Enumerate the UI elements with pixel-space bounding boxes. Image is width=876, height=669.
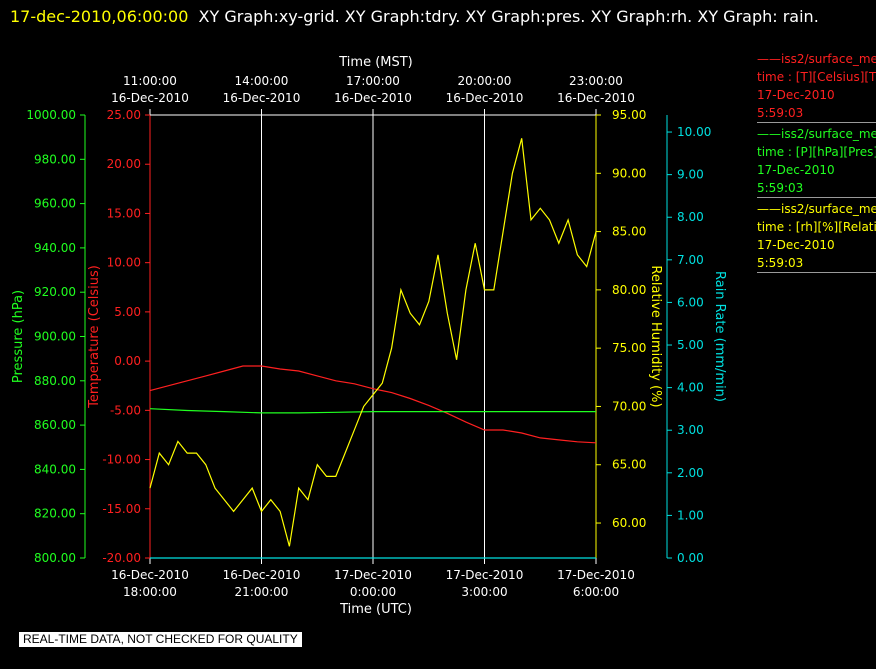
temperature-tick-label: 5.00 — [114, 305, 141, 319]
axes-layer: 16-Dec-2010 18:00:00 11:00:00 16-Dec-2010 16… — [11, 74, 727, 599]
temperature-tick-label: 0.00 — [114, 354, 141, 368]
temperature-axis-label: Temperature (Celsius) — [87, 265, 102, 409]
legend-line1: ——iss2/surface_met — [757, 127, 876, 141]
rain-tick-label: 6.00 — [677, 295, 704, 309]
series-layer — [149, 138, 597, 559]
rain-tick-label: 4.00 — [677, 381, 704, 395]
temperature-tick-label: -5.00 — [110, 403, 141, 417]
rain-tick-label: 3.00 — [677, 423, 704, 437]
humidity-tick-label: 75.00 — [612, 341, 646, 355]
legend-line1: ——iss2/surface_met — [757, 202, 876, 216]
pressure-axis-label: Pressure (hPa) — [11, 290, 26, 383]
x2-axis-label: Time (MST) — [338, 55, 413, 70]
legend-line3: 17-Dec-2010 — [757, 88, 835, 102]
temperature-tick-label: 20.00 — [107, 157, 141, 171]
pressure-tick-label: 820.00 — [34, 507, 76, 521]
pressure-tick-label: 980.00 — [34, 152, 76, 166]
pressure-tick-label: 920.00 — [34, 285, 76, 299]
x-tick-label-date: 16-Dec-2010 — [111, 568, 189, 582]
legend-line4: 5:59:03 — [757, 106, 804, 120]
humidity-tick-label: 70.00 — [612, 399, 646, 413]
legend-line3: 17-Dec-2010 — [757, 163, 835, 177]
x2-tick-label-date: 16-Dec-2010 — [557, 91, 635, 105]
grid-layer — [261, 115, 485, 558]
pressure-tick-label: 960.00 — [34, 197, 76, 211]
legend-line3: 17-Dec-2010 — [757, 238, 835, 252]
pressure-tick-label: 800.00 — [34, 551, 76, 565]
x-tick-label-time: 21:00:00 — [235, 585, 289, 599]
pressure-series-line — [149, 408, 596, 414]
legend-line1: ——iss2/surface_met — [757, 52, 876, 66]
x-tick-label-date: 17-Dec-2010 — [334, 568, 412, 582]
legend-line2: time : [T][Celsius][Tdry] — [757, 70, 876, 84]
temperature-tick-label: 10.00 — [107, 256, 141, 270]
x2-tick-label-date: 16-Dec-2010 — [446, 91, 524, 105]
humidity-tick-label: 85.00 — [612, 225, 646, 239]
pressure-tick-label: 860.00 — [34, 418, 76, 432]
title-timestamp: 17-dec-2010,06:00:00 — [10, 7, 189, 26]
pressure-tick-label: 880.00 — [34, 374, 76, 388]
x2-tick-label-time: 17:00:00 — [346, 74, 400, 88]
rain-tick-label: 1.00 — [677, 508, 704, 522]
pressure-tick-label: 940.00 — [34, 241, 76, 255]
pressure-tick-label: 900.00 — [34, 330, 76, 344]
humidity-tick-label: 90.00 — [612, 166, 646, 180]
x2-tick-label-time: 23:00:00 — [569, 74, 623, 88]
temperature-tick-label: -20.00 — [102, 551, 141, 565]
temperature-tick-label: -15.00 — [102, 502, 141, 516]
humidity-tick-label: 95.00 — [612, 108, 646, 122]
legend-line2: time : [P][hPa][Pres] — [757, 145, 876, 159]
x-tick-label-time: 3:00:00 — [461, 585, 507, 599]
title-graph-list: XY Graph:xy-grid. XY Graph:tdry. XY Grap… — [198, 7, 819, 26]
pressure-tick-label: 1000.00 — [26, 108, 76, 122]
x-axis-label: Time (UTC) — [339, 602, 412, 617]
x2-tick-label-date: 16-Dec-2010 — [223, 91, 301, 105]
x-tick-label-time: 0:00:00 — [350, 585, 396, 599]
temperature-tick-label: -10.00 — [102, 453, 141, 467]
x2-tick-label-time: 20:00:00 — [458, 74, 512, 88]
rain-tick-label: 10.00 — [677, 125, 711, 139]
rain-axis-label: Rain Rate (mm/min) — [712, 271, 727, 402]
quality-note: REAL-TIME DATA, NOT CHECKED FOR QUALITY — [19, 632, 302, 647]
x-tick-label-date: 17-Dec-2010 — [557, 568, 635, 582]
legend-line4: 5:59:03 — [757, 181, 804, 195]
humidity-tick-label: 60.00 — [612, 516, 646, 530]
humidity-tick-label: 65.00 — [612, 458, 646, 472]
temperature-tick-label: 25.00 — [107, 108, 141, 122]
x2-tick-label-time: 11:00:00 — [123, 74, 177, 88]
page-title: 17-dec-2010,06:00:00 XY Graph:xy-grid. X… — [10, 2, 860, 31]
x2-tick-label-date: 16-Dec-2010 — [111, 91, 189, 105]
rain-tick-label: 9.00 — [677, 168, 704, 182]
x-tick-label-date: 17-Dec-2010 — [446, 568, 524, 582]
pressure-tick-label: 840.00 — [34, 462, 76, 476]
x-tick-label-time: 18:00:00 — [123, 585, 177, 599]
x2-tick-label-date: 16-Dec-2010 — [334, 91, 412, 105]
temperature-series-line — [149, 365, 597, 444]
rain-tick-label: 2.00 — [677, 466, 704, 480]
rain-tick-label: 0.00 — [677, 551, 704, 565]
rain-tick-label: 8.00 — [677, 210, 704, 224]
temperature-tick-label: 15.00 — [107, 206, 141, 220]
x-tick-label-date: 16-Dec-2010 — [223, 568, 301, 582]
humidity-axis-label: Relative Humidity (%) — [648, 265, 663, 407]
rain-tick-label: 7.00 — [677, 253, 704, 267]
legend-line2: time : [rh][%][Relative Humidity] — [757, 220, 876, 234]
humidity-series-line — [149, 138, 597, 547]
rain-tick-label: 5.00 — [677, 338, 704, 352]
humidity-tick-label: 80.00 — [612, 283, 646, 297]
x-tick-label-time: 6:00:00 — [573, 585, 619, 599]
x2-tick-label-time: 14:00:00 — [235, 74, 289, 88]
legend-line4: 5:59:03 — [757, 256, 804, 270]
